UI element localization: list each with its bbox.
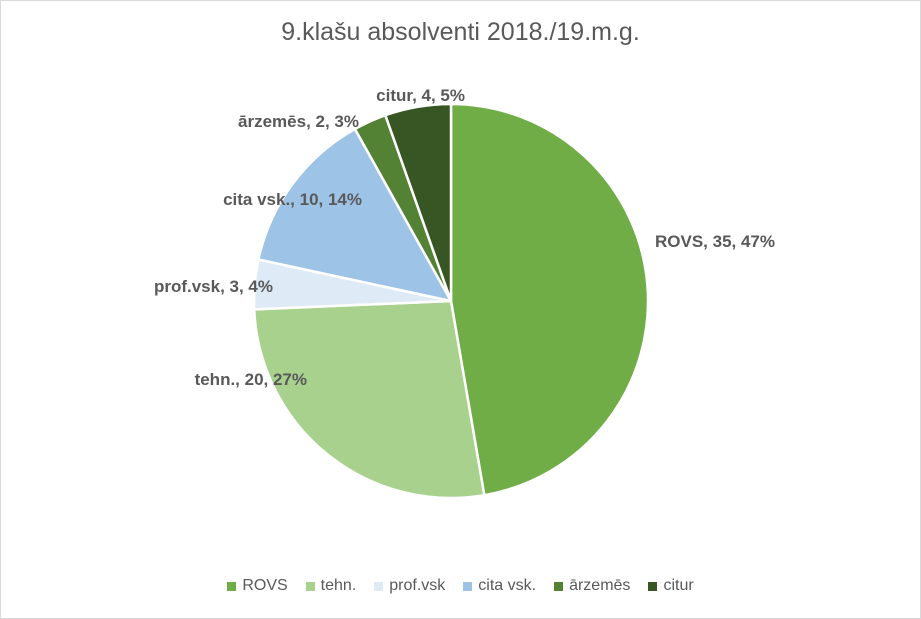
legend-label: tehn. <box>320 577 357 594</box>
legend-item-0: ROVS <box>227 577 288 595</box>
legend-swatch <box>554 581 564 591</box>
data-label-5: citur, 4, 5% <box>376 86 465 105</box>
legend-swatch <box>648 581 658 591</box>
pie-slice-3 <box>257 127 453 303</box>
data-label-4: ārzemēs, 2, 3% <box>238 112 359 131</box>
data-label-3: cita vsk., 10, 14% <box>223 190 362 209</box>
data-label-1: tehn., 20, 27% <box>195 370 307 389</box>
pie-slice-5 <box>384 102 453 303</box>
legend-label: ROVS <box>242 577 288 594</box>
legend-swatch <box>305 581 315 591</box>
legend-label: cita vsk. <box>478 577 537 594</box>
data-label-0: ROVS, 35, 47% <box>655 232 775 251</box>
data-label-2: prof.vsk, 3, 4% <box>154 277 273 296</box>
pie-slice-0 <box>449 102 650 497</box>
legend-label: citur <box>663 577 694 594</box>
legend-swatch <box>463 581 473 591</box>
legend-item-2: prof.vsk <box>374 577 445 595</box>
legend-swatch <box>374 581 384 591</box>
legend-item-4: ārzemēs <box>554 577 630 595</box>
chart-legend: ROVS tehn. prof.vsk cita vsk. ārzemēs citur <box>0 577 921 595</box>
chart-title: 9.klašu absolventi 2018./19.m.g. <box>281 18 640 46</box>
legend-swatch <box>227 581 237 591</box>
legend-label: ārzemēs <box>569 577 631 594</box>
legend-item-1: tehn. <box>305 577 357 595</box>
legend-label: prof.vsk <box>389 577 446 594</box>
legend-item-3: cita vsk. <box>463 577 536 595</box>
legend-item-5: citur <box>648 577 694 595</box>
pie-slice-1 <box>252 299 486 500</box>
